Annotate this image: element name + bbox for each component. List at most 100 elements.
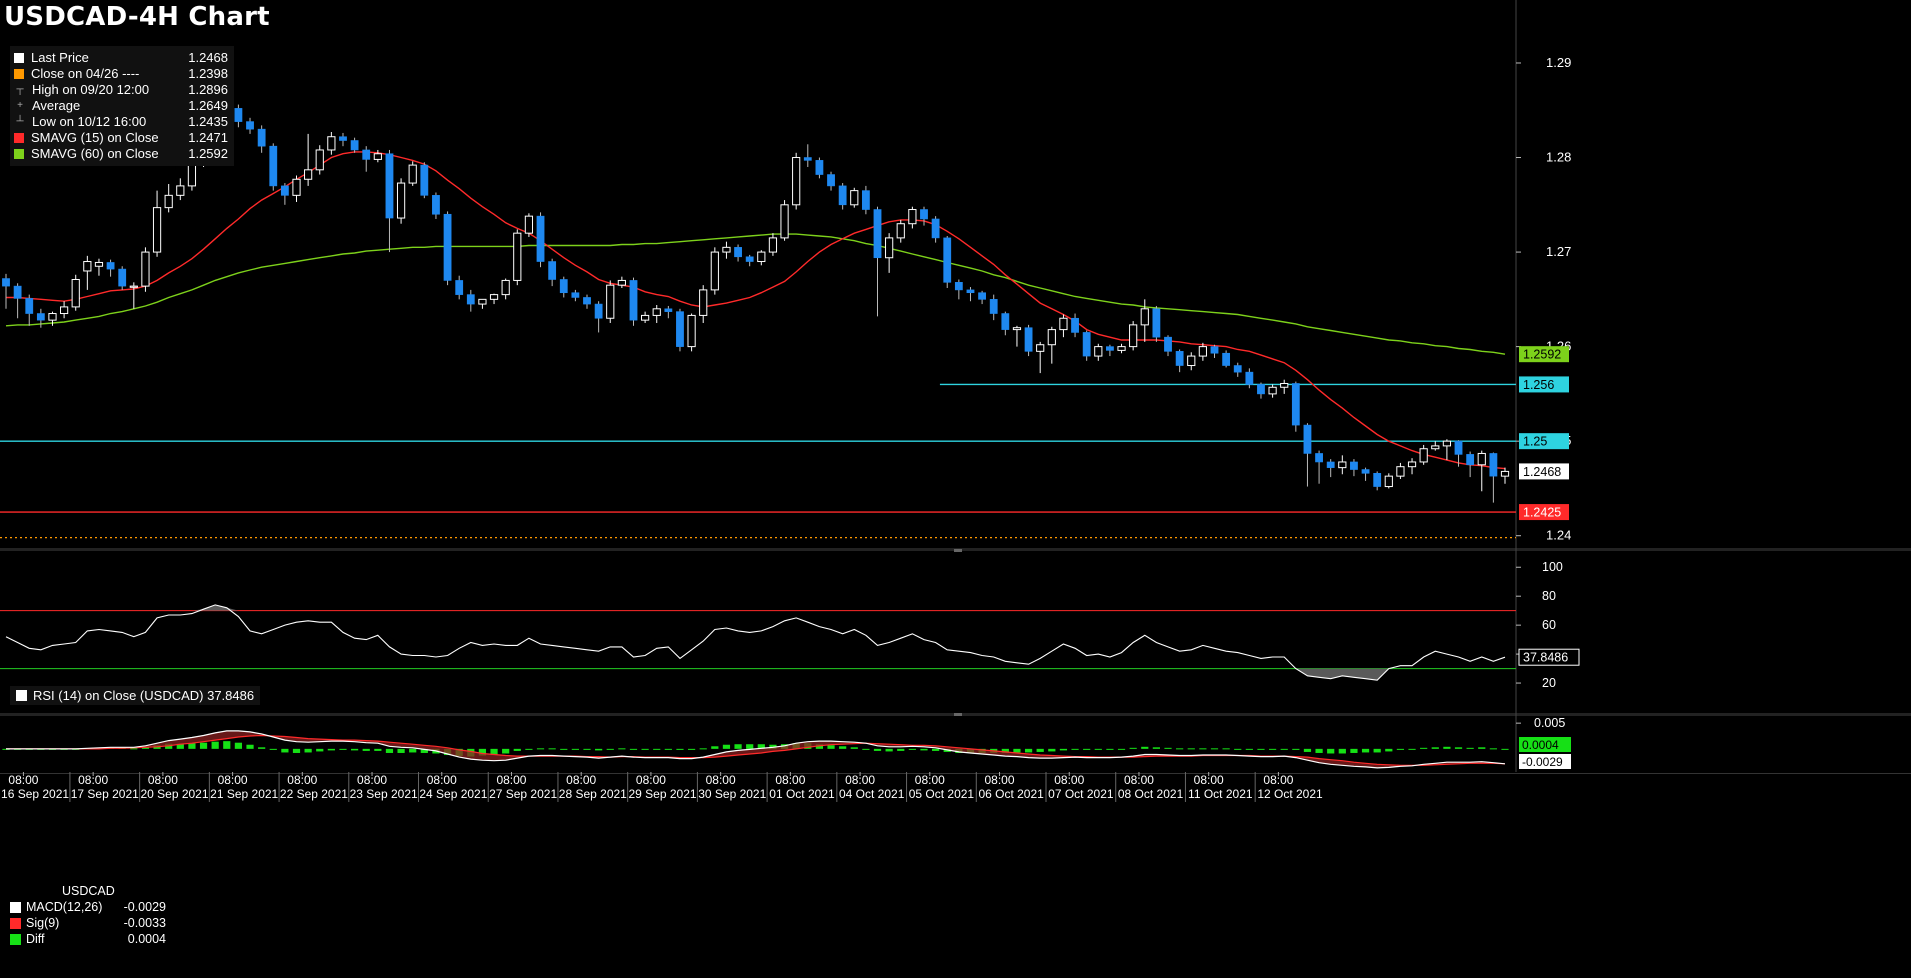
candle-body: [1280, 382, 1289, 388]
macd-histogram-bar: [525, 748, 533, 750]
macd-histogram-bar: [2, 748, 10, 750]
candle-body: [129, 285, 138, 288]
macd-histogram-bar: [722, 744, 731, 749]
candle-body: [873, 209, 882, 259]
macd-histogram-bar: [699, 748, 707, 750]
rsi-legend-swatch: [16, 690, 27, 701]
candle-body: [1407, 461, 1417, 468]
candle-body: [292, 178, 301, 196]
time-label: 08:00: [985, 773, 1015, 787]
price-value-label: 1.2468: [1523, 465, 1561, 479]
time-label: 08:00: [148, 773, 178, 787]
candle-body: [48, 313, 57, 321]
candle-body: [943, 237, 952, 283]
candle-body: [1117, 346, 1126, 351]
macd-histogram-bar: [850, 747, 858, 749]
candle-body: [1164, 336, 1172, 352]
rsi-tick-label: 100: [1542, 560, 1563, 574]
candle-body: [745, 256, 754, 262]
macd-histogram-bar: [374, 748, 382, 751]
date-label: 16 Sep 2021: [1, 787, 69, 801]
macd-histogram-bar: [653, 748, 661, 750]
candle-body: [524, 215, 534, 234]
macd-histogram-bar: [815, 744, 824, 749]
macd-histogram-bar: [1373, 748, 1381, 753]
candle-body: [1268, 386, 1277, 395]
candle-body: [757, 251, 766, 263]
date-label: 22 Sep 2021: [280, 787, 348, 801]
high-marker-icon: ┬: [16, 84, 24, 95]
white-square-icon: [14, 53, 24, 63]
price-value-label: 1.2425: [1523, 506, 1561, 520]
candle-body: [141, 251, 150, 287]
macd-histogram-bar: [339, 748, 347, 750]
time-label: 08:00: [287, 773, 317, 787]
time-label: 08:00: [218, 773, 248, 787]
macd-legend-label: Sig(9): [26, 916, 60, 930]
macd-histogram-bar: [304, 748, 312, 753]
date-label: 08 Oct 2021: [1118, 787, 1184, 801]
time-label: 08:00: [427, 773, 457, 787]
price-value-label-bg: [1519, 463, 1569, 480]
macd-histogram-bar: [560, 748, 568, 750]
macd-histogram-bar: [1187, 748, 1195, 750]
macd-histogram-bar: [711, 746, 719, 749]
candle-body: [920, 209, 928, 220]
candle-body: [1338, 461, 1347, 469]
price-legend: Last Price 1.2468 Close on 04/26 ---- 1.239…: [10, 46, 234, 166]
legend-value: 1.2896: [188, 82, 228, 97]
macd-histogram-bar: [1129, 747, 1137, 749]
candle-body: [641, 314, 650, 321]
legend-row: Close on 04/26 ---- 1.2398: [14, 66, 228, 82]
price-tick-label: 1.28: [1546, 150, 1571, 165]
macd-histogram-bar: [502, 748, 510, 754]
macd-histogram-bar: [176, 743, 184, 749]
candle-body: [664, 308, 673, 312]
time-label: 08:00: [775, 773, 805, 787]
candle-body: [94, 261, 104, 267]
rsi-legend: RSI (14) on Close (USDCAD) 37.8486: [10, 686, 261, 705]
time-label: 08:00: [636, 773, 666, 787]
macd-histogram-bar: [1222, 748, 1230, 750]
candle-body: [1210, 346, 1219, 354]
time-label: 08:00: [1054, 773, 1084, 787]
macd-histogram-bar: [1338, 748, 1346, 754]
rsi-tick-label: 20: [1542, 676, 1556, 690]
macd-histogram-bar: [1303, 748, 1312, 752]
macd-histogram-bar: [1454, 747, 1463, 749]
macd-histogram-bar: [1210, 748, 1219, 750]
macd-line: [6, 730, 1506, 769]
candle-body: [466, 294, 475, 305]
macd-histogram-bar: [1048, 748, 1056, 752]
candle-body: [152, 207, 162, 253]
price-value-label: 1.2592: [1523, 348, 1561, 362]
candle-body: [2, 278, 10, 287]
candle-body: [106, 262, 115, 270]
candle-body: [1222, 352, 1231, 366]
macd-histogram-bar: [839, 746, 847, 749]
macd-histogram-bar: [885, 748, 893, 752]
candle-body: [1350, 461, 1358, 470]
macd-histogram-bar: [1268, 748, 1277, 750]
macd-legend-row: Diff 0.0004: [10, 931, 166, 947]
macd-histogram-bar: [1327, 748, 1335, 754]
legend-label: Last Price: [31, 50, 89, 65]
macd-histogram-bar: [1164, 747, 1172, 749]
date-label: 04 Oct 2021: [839, 787, 905, 801]
rsi-resize-handle: [954, 713, 962, 716]
candle-body: [164, 194, 173, 209]
date-label: 17 Sep 2021: [71, 787, 139, 801]
candle-body: [1175, 351, 1184, 366]
rsi-legend-text: RSI (14) on Close (USDCAD) 37.8486: [33, 688, 255, 703]
macd-histogram-bar: [1117, 748, 1126, 750]
macd-histogram-bar: [490, 748, 498, 756]
candle-body: [850, 190, 859, 206]
candle-body: [699, 289, 708, 316]
time-label: 08:00: [78, 773, 108, 787]
rsi-line: [5, 604, 1506, 681]
macd-histogram-bar: [1013, 748, 1021, 753]
candle-body: [652, 308, 661, 316]
macd-histogram-bar: [1489, 748, 1497, 750]
candle-body: [1233, 365, 1242, 373]
macd-value-label-bg: [1519, 737, 1571, 752]
